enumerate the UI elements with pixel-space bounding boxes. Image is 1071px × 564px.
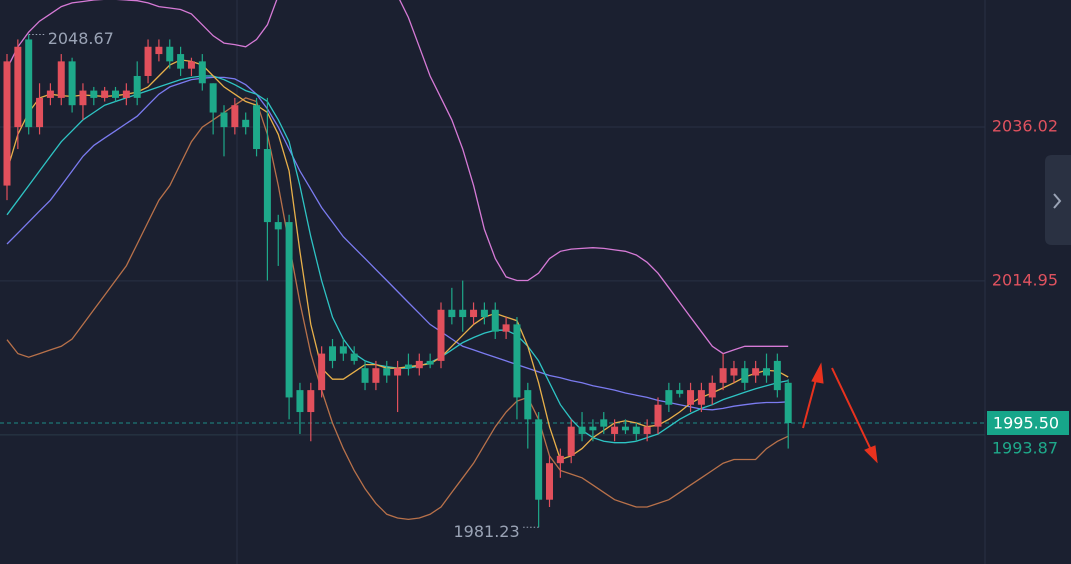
candle-body	[665, 390, 673, 405]
high-label: 2048.67	[48, 29, 114, 48]
y-tick-label: 2014.95	[992, 270, 1058, 289]
candle-body	[68, 61, 76, 106]
candle-body	[654, 404, 662, 427]
arrow-down	[831, 367, 873, 453]
candle-body	[752, 368, 760, 376]
arrow-head	[811, 362, 824, 384]
candle-body	[394, 368, 402, 376]
candle-body	[14, 46, 22, 128]
candle-body	[220, 112, 228, 128]
candle-body	[676, 390, 684, 394]
candle-body	[719, 368, 727, 383]
candle-body	[112, 90, 119, 98]
candle-body	[773, 360, 781, 391]
candle-body	[25, 39, 33, 128]
candle-body	[611, 426, 619, 434]
candle-body	[79, 90, 87, 106]
candle-body	[285, 222, 293, 398]
candle-body	[253, 105, 261, 150]
candle-body	[177, 54, 185, 69]
candle-body	[198, 61, 206, 84]
candle-body	[697, 390, 705, 405]
candle-body	[307, 390, 315, 413]
candle-body	[383, 368, 391, 376]
candle-body	[567, 426, 575, 456]
candle-body	[101, 90, 109, 98]
candle-body	[546, 463, 553, 500]
candle-body	[329, 346, 336, 361]
candle-body	[36, 97, 44, 128]
indicator-line	[6, 97, 789, 521]
candle-body	[155, 46, 163, 55]
candle-body	[480, 309, 488, 318]
chevron-icon	[1053, 193, 1062, 209]
candle-body	[122, 90, 130, 98]
candle-body	[708, 382, 716, 398]
candle-body	[350, 353, 358, 361]
last-price-box	[987, 411, 1069, 435]
candle-body	[763, 368, 770, 376]
candle-body	[426, 360, 434, 365]
arrow-head	[864, 445, 878, 464]
candle-body	[437, 309, 445, 361]
candle-body	[600, 419, 608, 427]
candle-body	[361, 368, 369, 383]
candle-body	[687, 390, 695, 405]
candle-body	[643, 426, 651, 434]
candle-body	[491, 309, 499, 332]
candle-body	[578, 426, 586, 434]
candle-body	[339, 346, 347, 354]
candle-body	[90, 90, 98, 98]
candle-body	[470, 309, 478, 318]
candle-body	[524, 390, 532, 420]
candle-body	[632, 426, 640, 434]
candle-body	[263, 149, 271, 223]
y-tick-label: 2036.02	[992, 116, 1058, 135]
candle-body	[318, 353, 326, 391]
candle-body	[187, 61, 195, 69]
candle-body	[144, 46, 152, 76]
candle-body	[415, 360, 423, 369]
candle-body	[621, 426, 629, 431]
indicator-line	[6, 0, 789, 355]
arrows	[802, 362, 878, 464]
prev-price-label: 1993.87	[992, 438, 1058, 457]
candle-body	[741, 368, 749, 383]
candle-body	[57, 61, 65, 98]
candle-body	[372, 368, 380, 383]
candle-body	[513, 324, 521, 398]
candle-body	[784, 382, 792, 423]
candle-body	[296, 390, 304, 413]
labels: 2036.02 2014.95 2048.67 1981.23 1993.87 1995.…	[28, 29, 1069, 541]
candle-body	[209, 83, 217, 113]
candle-body	[46, 90, 54, 98]
candle-body	[133, 75, 141, 98]
candle-body	[459, 309, 467, 318]
last-price-label: 1995.50	[993, 414, 1059, 433]
candle-body	[448, 309, 456, 318]
candle-body	[274, 222, 282, 230]
candle-body	[3, 61, 11, 186]
candle-body	[231, 105, 239, 128]
candle-body	[556, 455, 564, 464]
candle-body	[730, 368, 738, 376]
candle-body	[404, 364, 412, 369]
candle-body	[535, 419, 543, 500]
low-label: 1981.23	[453, 522, 519, 541]
candles	[3, 34, 792, 528]
candle-body	[242, 119, 250, 128]
grid	[0, 126, 985, 436]
candle-body	[502, 324, 510, 332]
candle-body	[166, 46, 174, 62]
candle-body	[589, 426, 597, 431]
